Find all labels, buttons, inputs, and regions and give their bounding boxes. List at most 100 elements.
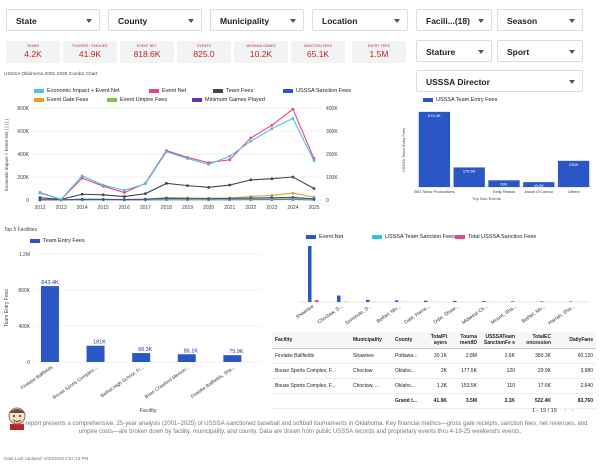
x-tick-label: 2017 [140, 205, 151, 211]
table-row[interactable]: Bouse Sports Complex, F... Choctaw Oklah… [272, 363, 596, 379]
y2-tick-label: 300K [326, 129, 338, 135]
data-point [270, 127, 274, 131]
data-point [207, 185, 211, 189]
filter-stature-label: Stature [426, 47, 456, 57]
filter-facility-label: Facili...(18) [426, 16, 470, 26]
table-cell: 2K [422, 363, 450, 379]
bar [557, 160, 590, 187]
table-cell: 17.6K [518, 378, 554, 394]
legend-item[interactable]: USSSA Sanction Fees [283, 88, 351, 94]
facilities-bar-chart[interactable]: 1.2M 800K 400K 0 Team Entry Fees 843.4K Firela… [0, 246, 270, 416]
filter-municipality[interactable]: Municipality [210, 9, 304, 31]
filter-facility[interactable]: Facili...(18) [416, 9, 492, 31]
x-tick-label: 2015 [98, 205, 109, 211]
column-header[interactable]: DailyFans [554, 332, 596, 349]
table-cell: 2.6K [480, 348, 518, 364]
filter-location[interactable]: Location [312, 9, 408, 31]
data-point [101, 198, 105, 201]
data-point [59, 198, 63, 201]
legend-swatch [283, 88, 293, 93]
x-tick-label: 2012 [34, 205, 45, 211]
table-cell: 3.5M [450, 393, 480, 409]
table-cell: Shawnee [350, 348, 392, 364]
data-point [80, 197, 84, 201]
series-line [39, 196, 315, 201]
kpi-value: 1.5M [369, 49, 389, 59]
y2-tick-label: 100K [326, 175, 338, 181]
table-cell: 41.9K [422, 393, 450, 409]
filter-county[interactable]: County [108, 9, 202, 31]
bar [540, 301, 544, 302]
mascot-logo [8, 407, 26, 430]
kpi-value: 41.9K [78, 49, 102, 59]
x-tick-label: Moore, Sha... [490, 304, 518, 326]
kpi-teams: Teams 4.2K [6, 41, 60, 63]
chevron-down-icon [290, 19, 296, 23]
filter-state[interactable]: State [6, 9, 100, 31]
table-cell: 110 [480, 378, 518, 394]
pagination-label: 1 - 19 / 19 [532, 408, 557, 414]
filter-director[interactable]: USSSA Director [416, 70, 583, 92]
column-header[interactable]: TotalPl ayers [422, 332, 450, 349]
legend-swatch [30, 238, 40, 243]
legend-item[interactable]: USSSA Team Sanction Fees [372, 234, 455, 240]
bar [315, 300, 319, 302]
data-point [143, 197, 147, 201]
column-header[interactable]: County [392, 332, 422, 349]
data-point [291, 116, 295, 120]
column-header[interactable]: USSSATeam SanctionFe e [480, 332, 518, 349]
x-tick-label: Shawnee [296, 304, 315, 321]
facilities-title: Top 5 Facilities [4, 227, 38, 233]
legend-item[interactable]: Team Fees [213, 88, 253, 94]
column-header[interactable]: Municipality [350, 332, 392, 349]
x-tick-label: BIG Show Productions [414, 189, 454, 194]
column-header[interactable]: TotalEC oncession [518, 332, 554, 349]
y2-tick-label: 200K [326, 152, 338, 158]
legend-item[interactable]: Event Net [306, 234, 343, 240]
chevron-right-icon[interactable]: › [571, 408, 574, 414]
table-row[interactable]: Firelake Ballfields Shawnee Pottawa... 3… [272, 348, 596, 364]
kpi-min-games: Minimum Games 10.2K [234, 41, 288, 63]
chevron-down-icon [478, 19, 484, 23]
director-bar-chart[interactable]: 674.4K BIG Show Productions 175.6K 60K Kelly… [395, 105, 595, 205]
y-axis-label: Team Entry Fees [4, 289, 10, 327]
column-header[interactable]: Tourna mentID [450, 332, 480, 349]
table-row[interactable]: Bouse Sports Complex, F... Choctaw, ... … [272, 378, 596, 394]
filter-stature[interactable]: Stature [416, 40, 492, 62]
legend-item[interactable]: Minimum Games Played [192, 97, 265, 103]
table-cell [272, 393, 350, 409]
data-point [291, 191, 295, 195]
bar-value-label: 843.4K [41, 280, 59, 286]
legend-item[interactable]: Economic Impact + Event Net [34, 88, 120, 94]
table-cell: Bouse Sports Complex, F... [272, 363, 350, 379]
legend-item[interactable]: Event Umpire Fees [107, 97, 167, 103]
y-tick-label: 200K [17, 175, 29, 181]
legend-item[interactable]: Total USSSA Sanction Fees [455, 234, 536, 240]
data-point [186, 184, 189, 188]
sanction-bar-chart[interactable]: Shawnee Choctaw, S... Seminole, S... Bethel… [296, 244, 596, 330]
data-point [80, 192, 84, 196]
x-tick-label: Bethel High School, Fi... [100, 365, 146, 399]
legend-item[interactable]: Event Gate Fees [34, 97, 88, 103]
facilities-legend-label: Team Entry Fees [43, 238, 85, 244]
bar [337, 295, 341, 302]
table-cell: Oklaho... [392, 378, 422, 394]
legend-label: Event Gate Fees [47, 97, 89, 103]
legend-item[interactable]: Event Net [149, 88, 186, 94]
chevron-left-icon[interactable]: ‹ [564, 408, 567, 414]
series-line [39, 176, 315, 200]
bar [40, 286, 59, 362]
kpi-value: 65.1K [306, 49, 330, 59]
filter-season[interactable]: Season [497, 9, 583, 31]
table-cell: 153.5K [450, 378, 480, 394]
y-tick-label: 0 [26, 198, 29, 204]
column-header[interactable]: Facility [272, 332, 350, 349]
x-tick-label: Dale, Harra... [403, 304, 431, 326]
legend-swatch [192, 97, 202, 102]
data-point [122, 195, 126, 198]
combo-chart[interactable]: 800K 400K 600K 300K 400K 200K 200K 100K 0 0 2012 20… [0, 100, 360, 218]
kpi-label: Sanction Fees [303, 44, 333, 48]
filter-sport[interactable]: Sport [497, 40, 583, 62]
data-point [249, 196, 253, 200]
kpi-label: Event Net [137, 44, 157, 48]
